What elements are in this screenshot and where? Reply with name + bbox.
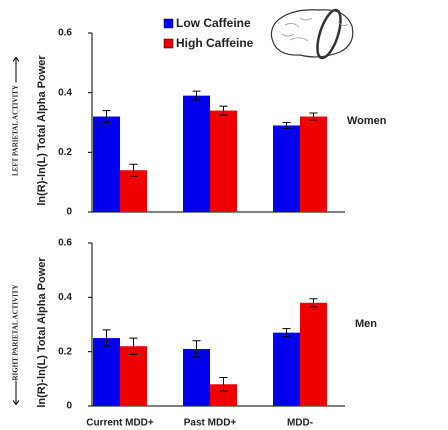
bar [93,338,120,406]
side-label: RIGHT PARIETAL ACTIVITY [12,284,20,380]
bar [273,125,300,212]
y-tick-label: 0.4 [58,87,72,98]
x-tick-label: Current MDD+ [86,418,154,429]
x-tick-label: MDD- [287,418,313,429]
bar [300,117,327,212]
y-tick-label: 0 [66,207,72,218]
x-tick-label: Past MDD+ [184,418,237,429]
legend-label: High Caffeine [176,36,254,50]
bar [273,333,300,406]
bar [93,117,120,212]
y-axis-title: ln(R)-ln(L) Total Alpha Power [36,55,48,206]
y-tick-label: 0.2 [58,346,72,357]
legend-swatch [164,39,173,48]
chart: Low Caffeine High Caffeine 0 0.2 0.4 0.6 ln(R)… [0,0,448,430]
panel-title: Men [355,318,377,330]
bar [300,303,327,406]
panel-title: Women [347,115,387,127]
y-tick-label: 0.6 [58,238,72,249]
y-tick-label: 0.4 [58,292,72,303]
bar [210,111,237,212]
bar [120,346,147,406]
brain-icon [271,7,352,60]
y-tick-label: 0.6 [58,28,72,39]
legend-swatch [164,19,173,28]
bar [183,96,210,212]
legend-label: Low Caffeine [176,16,251,30]
y-tick-label: 0.2 [58,147,72,158]
y-tick-label: 0 [66,401,72,412]
side-label: LEFT PARIETAL ACTIVITY [12,85,20,176]
y-axis-title: ln(R)-ln(L) Total Alpha Power [36,257,48,408]
